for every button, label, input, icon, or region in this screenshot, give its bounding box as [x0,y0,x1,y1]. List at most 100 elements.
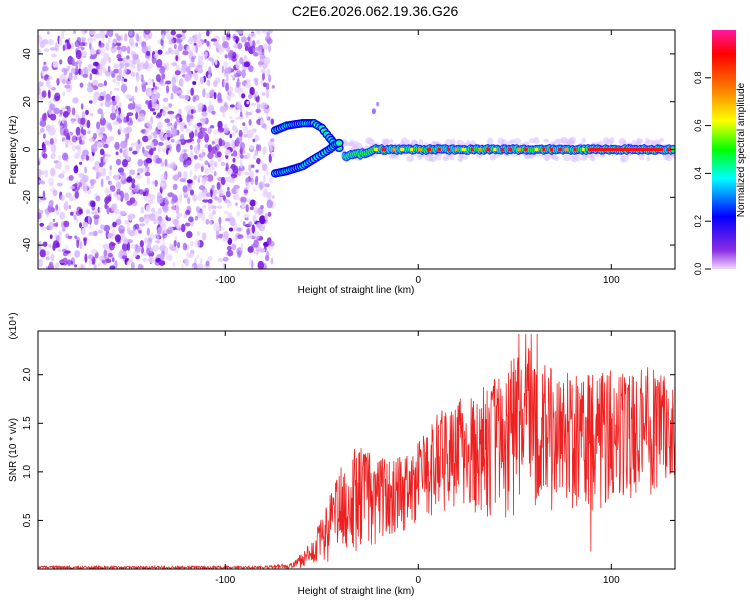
colorbar-tick-label: 0.2 [693,215,703,228]
noise-blob [164,246,169,256]
noise-blob [124,62,130,68]
noise-blob [142,135,149,143]
noise-blob [118,167,124,173]
noise-blob [68,72,73,81]
noise-blob [193,155,198,160]
noise-blob [91,211,98,215]
noise-blob [185,160,192,166]
noise-blob [145,157,153,164]
noise-blob [226,199,231,209]
hot-dash [409,148,414,151]
noise-blob [244,61,250,68]
noise-blob [184,222,191,227]
noise-blob [93,214,100,220]
noise-blob [157,49,163,55]
noise-blob [164,140,171,149]
noise-blob [187,122,193,126]
noise-blob [254,80,259,86]
noise-blob [48,76,53,80]
hot-dash [517,148,521,151]
noise-blob [211,140,216,145]
halo-blob [405,139,411,146]
noise-blob [236,103,242,111]
noise-blob [82,129,87,136]
noise-blob [73,214,77,221]
noise-blob [112,121,120,126]
noise-blob [264,56,271,66]
noise-blob [190,87,195,96]
noise-blob [194,215,198,221]
noise-blob [222,195,226,201]
noise-blob [154,233,161,239]
noise-blob [155,114,161,119]
noise-blob [166,253,173,261]
noise-blob [257,260,265,269]
noise-blob [257,60,264,68]
y-tick-label: 0 [22,146,33,152]
colorbar-ticks: 0.0 0.2 0.4 0.6 0.8 [693,72,711,275]
halo-blob [575,155,581,162]
noise-blob [132,150,138,155]
noise-blob [149,147,154,156]
noise-blob [107,38,111,44]
hot-dash [542,148,546,151]
noise-blob [168,38,175,45]
noise-blob [146,227,150,236]
noise-blob [88,258,93,266]
noise-blob [217,97,223,104]
noise-blob [252,154,257,160]
noise-blob [164,158,168,167]
noise-blob [138,230,142,234]
noise-blob [107,232,113,239]
noise-blob [196,122,202,127]
noise-blob [201,118,205,126]
noise-blob [225,82,229,92]
noise-blob [59,194,65,202]
figure-title: C2E6.2026.062.19.36.G26 [292,3,459,19]
halo-blob [533,137,540,144]
noise-blob [87,130,91,135]
noise-blob [238,129,243,138]
noise-blob [58,260,66,264]
noise-blob [155,157,162,164]
noise-blob [267,30,273,34]
noise-blob [63,69,68,76]
noise-blob [193,175,198,180]
noise-blob [70,67,76,74]
blob-inner [336,141,342,145]
noise-blob [211,184,215,189]
noise-blob [172,261,176,267]
noise-blob [205,260,210,267]
noise-blob [64,250,71,254]
heatmap-x-ticks: -100 0 100 [215,30,620,286]
noise-blob [198,31,202,40]
noise-blob [73,30,76,34]
noise-blob [186,45,191,52]
noise-blob [192,95,196,103]
noise-blob [111,105,115,114]
noise-blob [217,258,224,263]
noise-blob [260,68,267,74]
noise-blob [180,133,185,144]
noise-blob [207,255,213,262]
noise-blob [74,250,81,258]
noise-blob [249,32,256,39]
noise-blob [243,55,248,63]
noise-blob [264,183,270,188]
noise-blob [202,175,209,182]
noise-blob [162,238,165,247]
noise-blob [197,131,204,140]
noise-blob [53,232,58,238]
noise-blob [130,191,134,196]
noise-blob [88,185,94,189]
noise-blob [169,113,175,121]
noise-blob [256,30,261,35]
noise-blob [219,226,225,231]
noise-blob [245,177,252,183]
noise-blob [96,129,100,134]
noise-blob [67,235,73,239]
noise-blob [115,181,121,190]
noise-blob [267,211,272,217]
noise-blob [106,205,110,215]
